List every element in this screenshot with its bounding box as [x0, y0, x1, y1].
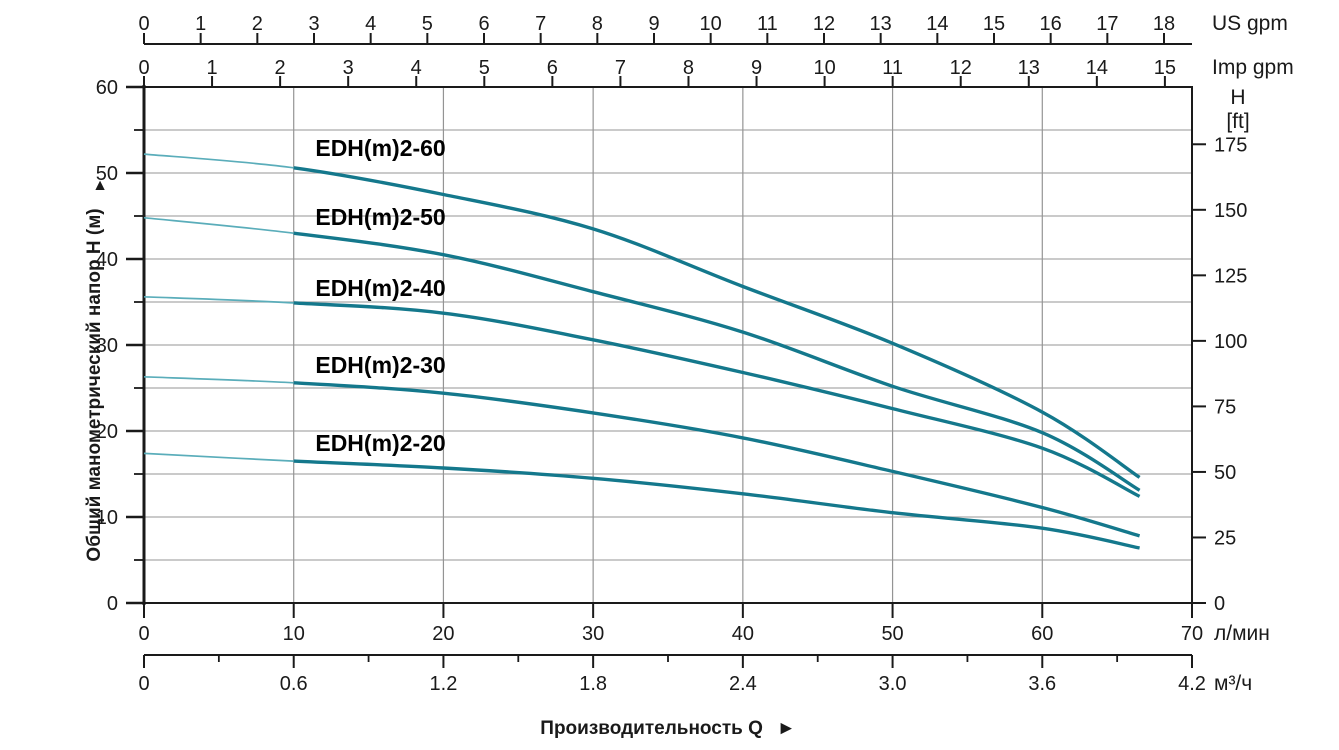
imp-gpm-tick-label: 9: [751, 57, 762, 79]
curve-label: EDH(m)2-20: [315, 430, 445, 456]
left-axis-tick-label: 10: [96, 507, 118, 529]
x-axis-title: Производительность Q ►: [540, 718, 795, 739]
curve-thin-edh-m-2-40: [143, 295, 294, 304]
imp-gpm-tick-label: 12: [950, 57, 972, 79]
right-axis-tick-label: 25: [1214, 527, 1236, 549]
right-axis-tick-label: 175: [1214, 134, 1247, 156]
lpm-tick-label: 30: [582, 623, 604, 645]
m3h-tick-label: 2.4: [729, 673, 757, 695]
left-axis-tick-label: 60: [96, 77, 118, 99]
us-gpm-tick-label: 1: [195, 13, 206, 35]
lpm-tick-label: 40: [732, 623, 754, 645]
imp-gpm-tick-label: 4: [411, 57, 422, 79]
lpm-tick-label: 60: [1031, 623, 1053, 645]
curve-thin-edh-m-2-60: [143, 153, 294, 169]
curve-edh-m-2-50: [293, 231, 1141, 492]
imp-gpm-tick-label: 8: [683, 57, 694, 79]
us-gpm-tick-label: 8: [592, 13, 603, 35]
right-axis-tick-label: 0: [1214, 593, 1225, 615]
lpm-tick-label: 10: [283, 623, 305, 645]
left-axis-tick-label: 30: [96, 335, 118, 357]
right-axis-tick-label: 100: [1214, 331, 1247, 353]
us-gpm-tick-label: 13: [870, 13, 892, 35]
m3h-unit-label: м³/ч: [1214, 672, 1252, 695]
us-gpm-tick-label: 9: [648, 13, 659, 35]
us-gpm-tick-label: 11: [757, 13, 778, 35]
curve-label: EDH(m)2-60: [315, 135, 445, 161]
us-gpm-tick-label: 7: [535, 13, 546, 35]
us-gpm-tick-label: 6: [478, 13, 489, 35]
imp-gpm-tick-label: 1: [206, 57, 217, 79]
right-arrow-icon: ►: [777, 718, 796, 739]
us-gpm-tick-label: 2: [252, 13, 263, 35]
m3h-tick-label: 4.2: [1178, 673, 1206, 695]
left-axis-tick-label: 20: [96, 421, 118, 443]
imp-gpm-tick-label: 11: [882, 57, 903, 79]
curve-label: EDH(m)2-50: [315, 204, 445, 230]
left-axis-title: Общий манометрический напор H (м): [84, 208, 105, 561]
curve-edh-m-2-60: [293, 166, 1141, 479]
right-axis-tick-label: 50: [1214, 462, 1236, 484]
imp-gpm-tick-label: 3: [343, 57, 354, 79]
us-gpm-tick-label: 5: [422, 13, 433, 35]
curve-thin-edh-m-2-30: [143, 375, 294, 384]
curve-edh-m-2-30: [293, 381, 1141, 538]
us-gpm-tick-label: 15: [983, 13, 1005, 35]
lpm-tick-label: 50: [881, 623, 903, 645]
m3h-tick-label: 1.2: [430, 673, 458, 695]
imp-gpm-tick-label: 7: [615, 57, 626, 79]
us-gpm-unit-label: US gpm: [1212, 12, 1288, 35]
imp-gpm-tick-label: 10: [813, 57, 835, 79]
imp-gpm-tick-label: 13: [1018, 57, 1040, 79]
m3h-tick-label: 0: [138, 673, 149, 695]
us-gpm-tick-label: 0: [138, 13, 149, 35]
us-gpm-tick-label: 14: [926, 13, 948, 35]
imp-gpm-tick-label: 0: [138, 57, 149, 79]
right-axis-title-h: H: [1230, 86, 1245, 109]
right-axis-tick-label: 75: [1214, 396, 1236, 418]
m3h-tick-label: 3.0: [879, 673, 907, 695]
lpm-unit-label: л/мин: [1214, 622, 1270, 645]
left-axis-tick-label: 0: [107, 593, 118, 615]
imp-gpm-unit-label: Imp gpm: [1212, 56, 1294, 79]
lpm-tick-label: 20: [432, 623, 454, 645]
us-gpm-tick-label: 4: [365, 13, 376, 35]
right-axis-title-ft: [ft]: [1226, 110, 1249, 133]
x-axis-title-text: Производительность Q: [540, 718, 763, 739]
left-axis-tick-label: 40: [96, 249, 118, 271]
us-gpm-tick-label: 18: [1153, 13, 1175, 35]
lpm-tick-label: 0: [138, 623, 149, 645]
imp-gpm-tick-label: 5: [479, 57, 490, 79]
right-axis-tick-label: 150: [1214, 200, 1247, 222]
m3h-tick-label: 3.6: [1028, 673, 1056, 695]
curve-thin-edh-m-2-50: [143, 216, 294, 235]
curve-label: EDH(m)2-30: [315, 352, 445, 378]
m3h-tick-label: 0.6: [280, 673, 308, 695]
curve-edh-m-2-40: [293, 301, 1141, 498]
imp-gpm-tick-label: 14: [1086, 57, 1108, 79]
lpm-tick-label: 70: [1181, 623, 1203, 645]
us-gpm-tick-label: 16: [1040, 13, 1062, 35]
us-gpm-tick-label: 3: [308, 13, 319, 35]
us-gpm-tick-label: 12: [813, 13, 835, 35]
m3h-tick-label: 1.8: [579, 673, 607, 695]
imp-gpm-tick-label: 2: [275, 57, 286, 79]
left-axis-tick-label: 50: [96, 163, 118, 185]
right-axis-tick-label: 125: [1214, 265, 1247, 287]
up-arrow-icon: ▲: [92, 177, 108, 194]
us-gpm-tick-label: 17: [1096, 13, 1118, 35]
curve-edh-m-2-20: [293, 459, 1140, 550]
us-gpm-tick-label: 10: [700, 13, 722, 35]
imp-gpm-tick-label: 6: [547, 57, 558, 79]
curve-label: EDH(m)2-40: [315, 275, 445, 301]
curve-thin-edh-m-2-20: [143, 452, 294, 462]
imp-gpm-tick-label: 15: [1154, 57, 1176, 79]
